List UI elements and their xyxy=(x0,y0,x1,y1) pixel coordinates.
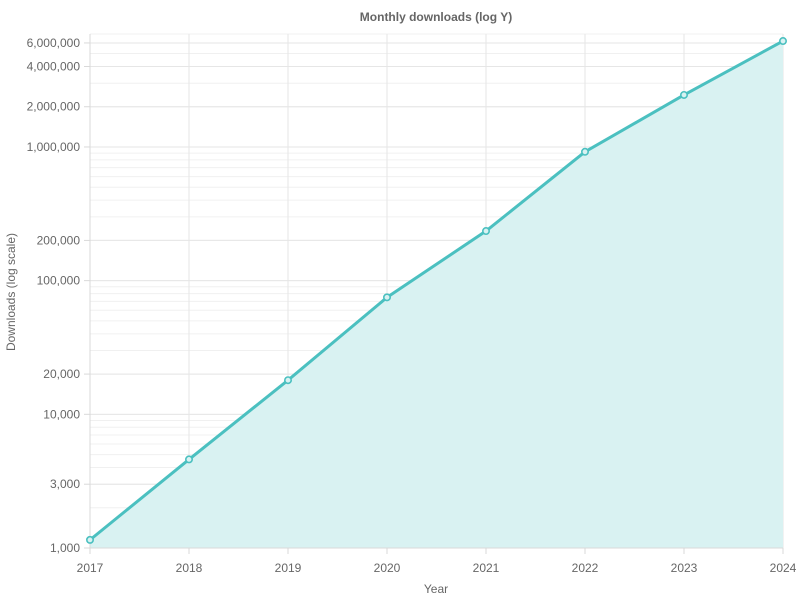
y-tick-label: 20,000 xyxy=(43,367,80,381)
y-tick-label: 3,000 xyxy=(50,477,80,491)
chart-title: Monthly downloads (log Y) xyxy=(360,10,512,24)
x-tick-label: 2019 xyxy=(275,561,302,575)
data-point xyxy=(382,293,391,302)
x-tick-label: 2023 xyxy=(671,561,698,575)
area-layer xyxy=(90,41,783,548)
y-tick-label: 6,000,000 xyxy=(27,36,81,50)
y-tick-label: 2,000,000 xyxy=(27,100,81,114)
y-axis-label: Downloads (log scale) xyxy=(4,233,18,351)
y-tick-label: 100,000 xyxy=(37,274,81,288)
y-tick-label: 10,000 xyxy=(43,407,80,421)
y-tick-label: 200,000 xyxy=(37,233,81,247)
data-point xyxy=(86,535,95,544)
line-layer xyxy=(88,39,785,542)
points-layer xyxy=(86,37,787,544)
x-tick-label: 2017 xyxy=(77,561,104,575)
x-tick-label: 2021 xyxy=(473,561,500,575)
series-line xyxy=(88,39,785,542)
x-tick-label: 2024 xyxy=(770,561,797,575)
x-axis-label: Year xyxy=(424,582,448,596)
axes-layer xyxy=(84,34,784,554)
data-point xyxy=(679,90,688,99)
x-tick-label: 2022 xyxy=(572,561,599,575)
data-point xyxy=(283,376,292,385)
series-area xyxy=(90,41,783,548)
data-point xyxy=(481,227,490,236)
data-point xyxy=(580,147,589,156)
y-tick-label: 1,000 xyxy=(50,541,80,555)
data-point xyxy=(185,455,194,464)
data-point xyxy=(778,37,787,46)
x-tick-label: 2018 xyxy=(176,561,203,575)
labels-layer: Monthly downloads (log Y) Year Downloads… xyxy=(4,10,797,596)
y-tick-label: 1,000,000 xyxy=(27,140,81,154)
y-tick-label: 4,000,000 xyxy=(27,59,81,73)
x-tick-label: 2020 xyxy=(374,561,401,575)
